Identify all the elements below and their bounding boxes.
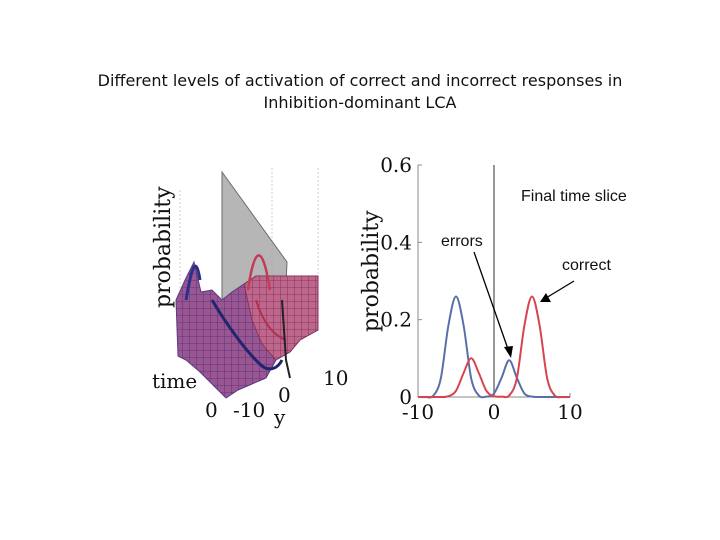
errors-arrowhead (504, 346, 513, 358)
surface-red-region (243, 275, 319, 361)
y-tick-label: 0.6 (380, 153, 412, 177)
final-slice-chart: probability 00.20.40.6 -10 0 10 (359, 153, 583, 424)
y-tick-label: 0.2 (380, 308, 412, 332)
surface-shadow-line (281, 299, 291, 379)
correct-arrowhead (540, 293, 551, 302)
y-tick-label: 0 (399, 385, 412, 409)
errors-arrow-line (473, 251, 510, 353)
surface-ylabel: probability (151, 186, 176, 308)
x-tick-label: -10 (402, 400, 434, 424)
x-tick-label: 0 (488, 400, 501, 424)
y-tick-label: 0.4 (380, 230, 412, 254)
title-line-2: Inhibition-dominant LCA (263, 93, 457, 112)
surface-tick-label: 0 (205, 398, 218, 422)
surface-plot-3d: probability time y 0 -10 0 10 (151, 168, 348, 429)
surface-xlabel-time: time (152, 369, 197, 393)
surface-xlabel-y: y (273, 405, 286, 429)
slide-title: Different levels of activation of correc… (30, 70, 690, 114)
surface-red-peak (246, 254, 272, 291)
surface-red-ridge (255, 299, 287, 341)
series-line-red (418, 295, 571, 399)
chart-ylabel: probability (359, 210, 384, 332)
correct-label: correct (562, 257, 611, 274)
errors-label: errors (441, 233, 483, 250)
correct-arrow-line (545, 280, 575, 299)
surface-tick-label: -10 (233, 398, 265, 422)
final-slice-label: Final time slice (521, 188, 627, 205)
surface-tick-label: 10 (323, 366, 348, 390)
x-tick-label: 10 (557, 400, 582, 424)
title-line-1: Different levels of activation of correc… (97, 71, 623, 90)
series-line-blue (417, 295, 570, 399)
surface-tick-label: 0 (278, 383, 291, 407)
annotations: Final time slice errors correct (441, 188, 627, 358)
surface-blue-ridge (210, 299, 284, 371)
surface-blue-peak-left (184, 264, 202, 301)
